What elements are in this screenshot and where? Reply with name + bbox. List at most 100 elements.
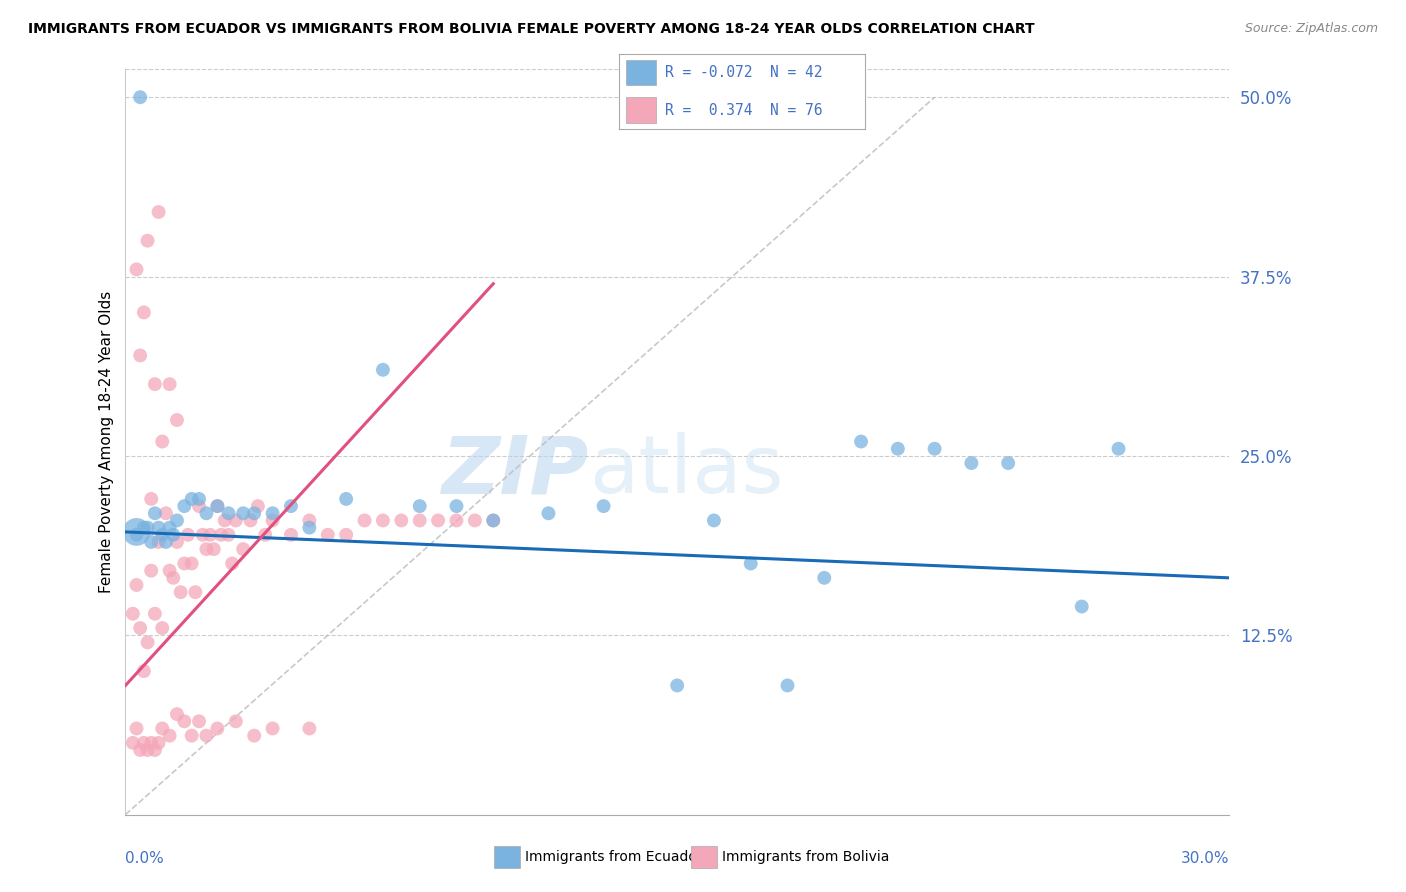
Point	[150, 528, 173, 542]
Point	[198, 528, 221, 542]
Point	[207, 499, 229, 513]
Point	[740, 557, 762, 571]
Point	[214, 513, 236, 527]
Point	[166, 707, 188, 722]
Point	[136, 234, 159, 248]
Point	[148, 736, 170, 750]
Point	[464, 513, 486, 527]
Point	[298, 521, 321, 535]
Point	[371, 363, 394, 377]
Point	[132, 305, 155, 319]
Point	[1108, 442, 1130, 456]
Point	[887, 442, 910, 456]
Point	[849, 434, 872, 449]
Text: 30.0%: 30.0%	[1181, 851, 1229, 865]
Point	[136, 743, 159, 757]
Point	[141, 491, 163, 506]
Point	[537, 506, 560, 520]
Point	[159, 377, 181, 392]
Point	[173, 714, 195, 729]
Point	[166, 413, 188, 427]
FancyBboxPatch shape	[626, 97, 655, 123]
Point	[924, 442, 946, 456]
Point	[173, 499, 195, 513]
Point	[703, 513, 725, 527]
Point	[148, 521, 170, 535]
Point	[129, 743, 152, 757]
Point	[129, 621, 152, 635]
Point	[166, 513, 188, 527]
Point	[202, 542, 225, 557]
Text: 0.0%: 0.0%	[125, 851, 165, 865]
Point	[136, 635, 159, 649]
Point	[177, 528, 200, 542]
Point	[141, 535, 163, 549]
Point	[232, 542, 254, 557]
Point	[155, 535, 177, 549]
Point	[129, 90, 152, 104]
Point	[155, 506, 177, 520]
Point	[960, 456, 983, 470]
Text: Immigrants from Ecuador: Immigrants from Ecuador	[526, 850, 703, 864]
Point	[180, 729, 202, 743]
Point	[180, 557, 202, 571]
Point	[191, 528, 214, 542]
Point	[141, 736, 163, 750]
Point	[132, 521, 155, 535]
Point	[159, 564, 181, 578]
Point	[232, 506, 254, 520]
Point	[482, 513, 505, 527]
Point	[207, 499, 229, 513]
Point	[188, 491, 211, 506]
Point	[166, 535, 188, 549]
Point	[207, 722, 229, 736]
Point	[143, 743, 166, 757]
Point	[173, 557, 195, 571]
Point	[592, 499, 614, 513]
Point	[262, 506, 284, 520]
Point	[159, 521, 181, 535]
Point	[136, 521, 159, 535]
FancyBboxPatch shape	[626, 60, 655, 86]
Point	[195, 729, 218, 743]
Point	[148, 535, 170, 549]
Point	[427, 513, 450, 527]
Point	[262, 722, 284, 736]
Text: R =  0.374  N = 76: R = 0.374 N = 76	[665, 103, 823, 118]
Point	[389, 513, 412, 527]
Point	[243, 506, 266, 520]
Point	[298, 513, 321, 527]
Point	[150, 621, 173, 635]
Point	[188, 714, 211, 729]
Point	[150, 434, 173, 449]
Text: R = -0.072  N = 42: R = -0.072 N = 42	[665, 65, 823, 80]
Text: atlas: atlas	[589, 433, 783, 510]
Point	[446, 499, 468, 513]
Point	[125, 528, 148, 542]
Point	[217, 528, 239, 542]
Point	[141, 564, 163, 578]
Point	[162, 528, 184, 542]
Point	[159, 729, 181, 743]
Point	[162, 571, 184, 585]
Point	[280, 499, 302, 513]
Text: ZIP: ZIP	[441, 433, 589, 510]
Point	[371, 513, 394, 527]
Point	[409, 499, 432, 513]
Point	[482, 513, 505, 527]
Point	[143, 377, 166, 392]
Point	[262, 513, 284, 527]
Point	[1070, 599, 1092, 614]
Point	[298, 722, 321, 736]
Point	[217, 506, 239, 520]
Point	[125, 262, 148, 277]
Point	[150, 722, 173, 736]
Point	[125, 722, 148, 736]
Point	[446, 513, 468, 527]
Point	[180, 491, 202, 506]
Point	[316, 528, 339, 542]
Point	[143, 607, 166, 621]
Point	[225, 714, 247, 729]
Point	[246, 499, 269, 513]
Point	[125, 578, 148, 592]
